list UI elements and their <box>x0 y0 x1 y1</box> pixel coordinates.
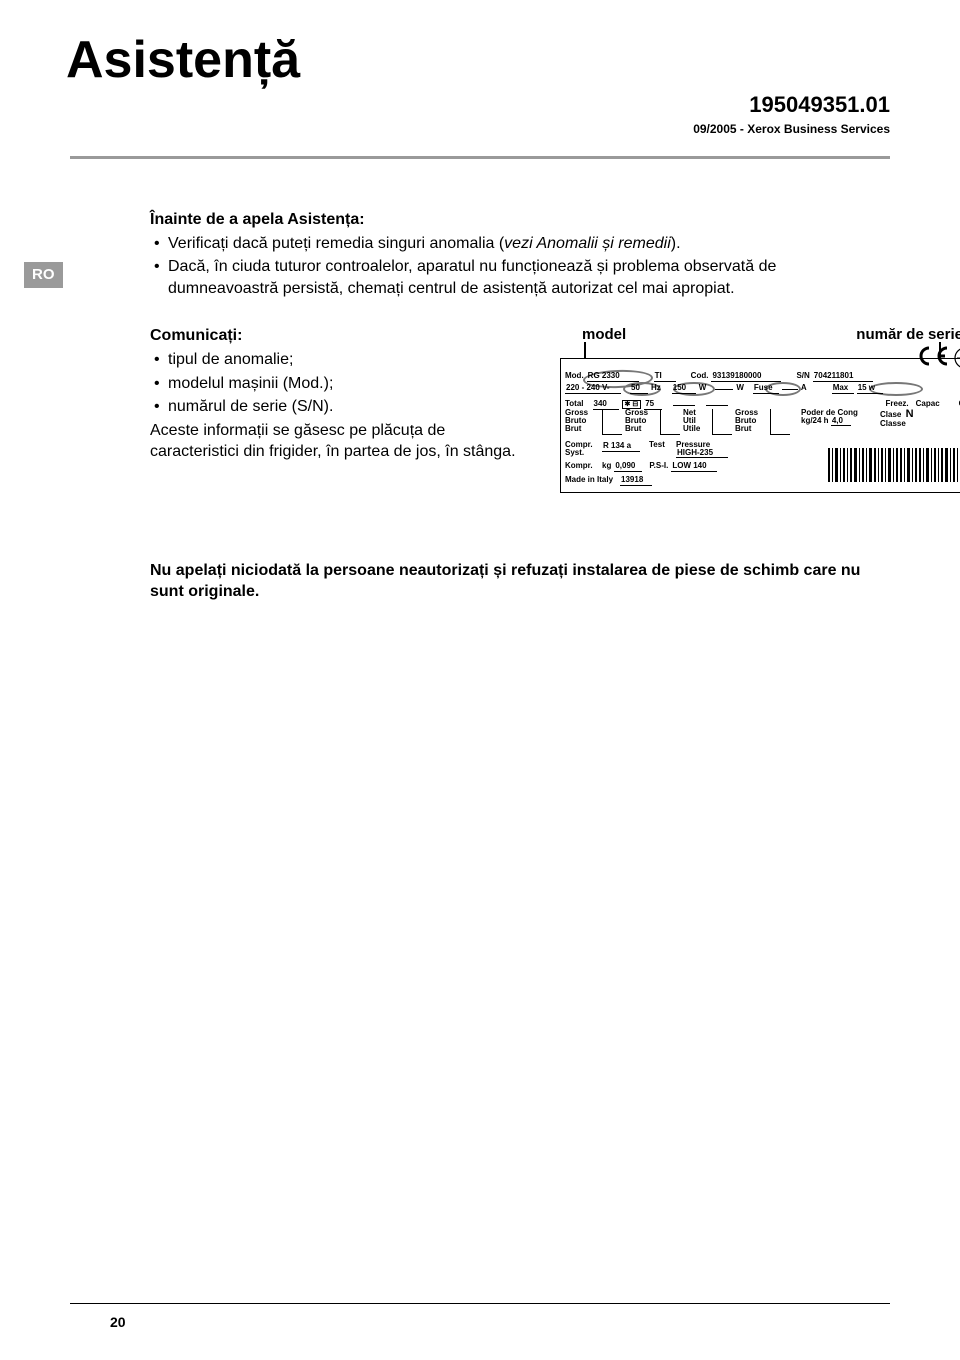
communicate-bullets: tipul de anomalie; modelul mașinii (Mod.… <box>150 349 530 418</box>
plate-test: Test <box>649 441 673 449</box>
plate-brut-1: Brut <box>565 425 597 433</box>
bullet1-italic: vezi Anomalii și remedii <box>504 235 671 252</box>
comm-b2: modelul mașinii (Mod.); <box>150 373 530 395</box>
plate-mod-lbl: Mod. <box>565 371 584 382</box>
plate-cod-val: 93139180000 <box>711 371 781 383</box>
plate-blank-2 <box>706 405 728 406</box>
plate-brut-3: Brut <box>735 425 767 433</box>
approval-mark-icon <box>954 347 960 369</box>
plate-clase-v: N <box>906 408 914 420</box>
plate-col-2 <box>660 409 680 435</box>
plate-blank-1 <box>673 405 695 406</box>
plate-hz: Hz <box>651 383 661 394</box>
plate-ti: TI <box>654 371 676 383</box>
plate-volt: 220 - 240 V- <box>565 383 621 395</box>
plate-classe: Classe <box>880 420 924 428</box>
intro-bullet-1: Verificați dacă puteți remedia singuri a… <box>150 233 890 255</box>
plate-low: LOW 140 <box>671 461 717 473</box>
plate-sn-lbl: S/N <box>796 371 809 382</box>
language-badge: RO <box>24 262 63 288</box>
comm-b1: tipul de anomalie; <box>150 349 530 371</box>
plate-row-4: Gross Bruto Brut Gross Bruto Brut <box>565 409 960 435</box>
plate-made: Made in Italy <box>565 475 613 486</box>
plate-fuse: Fuse <box>753 383 779 395</box>
plate-w1: 150 <box>672 383 696 395</box>
plate-row-1: Mod. RG 2330 TI Cod. 93139180000 S/N 704… <box>565 371 960 383</box>
plate-made-n: 13918 <box>620 475 652 487</box>
plate-kg24: kg/24 h <box>801 416 829 425</box>
label-serial: număr de serie <box>856 325 960 345</box>
plate-w-lbl-2: W <box>736 383 744 394</box>
rating-plate: Mod. RG 2330 TI Cod. 93139180000 S/N 704… <box>560 350 960 500</box>
comm-b3: numărul de serie (S/N). <box>150 396 530 418</box>
plate-high: HIGH-235 <box>676 449 728 458</box>
communicate-para: Aceste informații se găsesc pe plăcuța d… <box>150 420 530 463</box>
plate-syst: Syst. <box>565 449 599 457</box>
plate-col-3 <box>712 409 732 435</box>
plate-r134: R 134 a <box>602 441 640 453</box>
plate-col-1 <box>602 409 622 435</box>
plate-kg24-v: 4,0 <box>831 417 851 426</box>
plate-mod-val: RG 2330 <box>587 371 639 383</box>
page-number: 20 <box>110 1314 126 1330</box>
plate-psi: P.S-I. <box>649 461 668 472</box>
plate-cod-lbl: Cod. <box>691 371 709 382</box>
plate-kg-v: 0,090 <box>614 461 642 473</box>
intro-bullets: Verificați dacă puteți remedia singuri a… <box>150 233 890 300</box>
plate-brut-2: Brut <box>625 425 657 433</box>
plate-col-4 <box>770 409 790 435</box>
plate-max: Max <box>832 383 854 395</box>
plate-hz-pre: 50 <box>630 383 648 395</box>
barcode-icon <box>828 448 960 486</box>
page-title: Asistență <box>66 30 890 90</box>
plate-clase: Clase <box>880 410 901 419</box>
doc-date: 09/2005 - Xerox Business Services <box>70 122 890 136</box>
plate-amp-blank <box>782 389 798 390</box>
communicate-heading: Comunicați: <box>150 325 530 347</box>
divider <box>70 156 890 159</box>
plate-utile: Utile <box>683 425 709 433</box>
ce-mark-icon <box>914 345 950 367</box>
bullet1-pre: Verificați dacă puteți remedia singuri a… <box>168 235 504 252</box>
footer-rule <box>70 1303 890 1304</box>
bullet1-post: ). <box>671 235 681 252</box>
label-model: model <box>582 325 626 345</box>
intro-heading: Înainte de a apela Asistența: <box>150 209 890 231</box>
intro-bullet-2: Dacă, în ciuda tuturor controalelor, apa… <box>150 256 890 299</box>
plate-kompr: Kompr. <box>565 461 599 472</box>
plate-amp: A <box>801 383 807 394</box>
footer-note: Nu apelați niciodată la persoane neautor… <box>150 560 890 603</box>
plate-kg: kg <box>602 461 611 472</box>
plate-max-v: 15 w <box>857 383 883 395</box>
plate-sn-val: 704211801 <box>813 371 873 383</box>
plate-w2-blank <box>715 389 733 390</box>
plate-w-lbl: W <box>699 383 707 394</box>
plate-row-2: 220 - 240 V- 50 Hz 150 W W Fuse A Max 15… <box>565 383 960 395</box>
doc-number: 195049351.01 <box>70 92 890 118</box>
